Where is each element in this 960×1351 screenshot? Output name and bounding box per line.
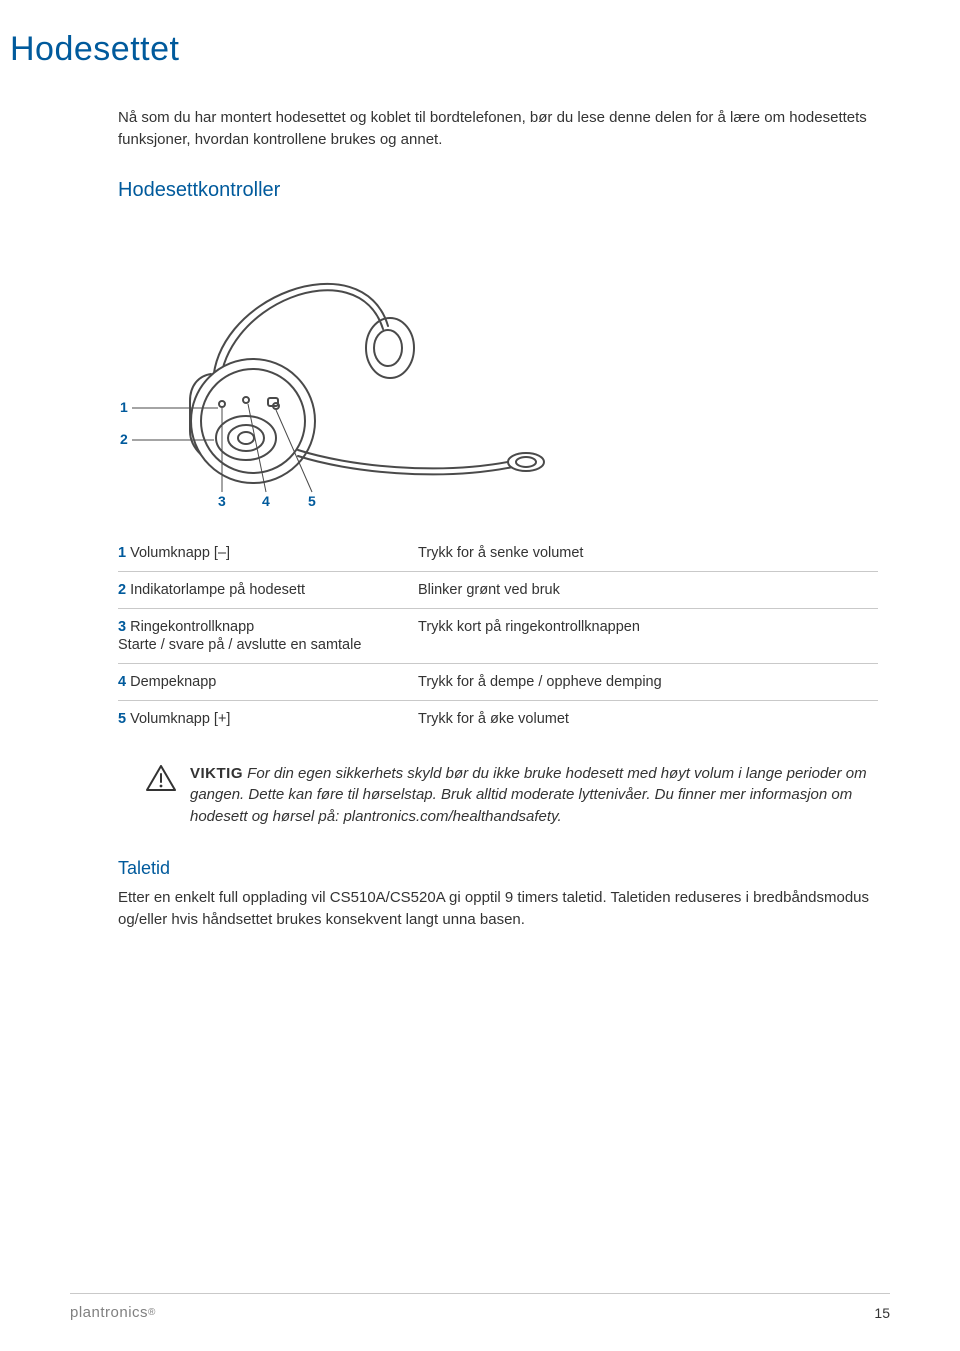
control-label-cell: 3 Ringekontrollknapp Starte / svare på / … <box>118 608 418 663</box>
diagram-label-5: 5 <box>308 493 316 506</box>
control-number: 4 <box>118 674 130 690</box>
diagram-label-4: 4 <box>262 493 270 506</box>
table-row: 1 Volumknapp [–]Trykk for å senke volume… <box>118 535 878 572</box>
control-description: Trykk kort på ringekontrollknappen <box>418 608 878 663</box>
diagram-label-1: 1 <box>120 399 128 415</box>
control-description: Trykk for å senke volumet <box>418 535 878 572</box>
control-label: Ringekontrollknapp <box>130 619 254 635</box>
control-description: Trykk for å dempe / oppheve demping <box>418 663 878 700</box>
brand-logo: plantronics® <box>70 1304 156 1321</box>
section-title: Hodesettkontroller <box>118 179 890 202</box>
page-footer: plantronics® 15 <box>70 1293 890 1321</box>
control-label: Volumknapp [+] <box>130 711 230 727</box>
control-sublabel: Starte / svare på / avslutte en samtale <box>118 637 398 653</box>
control-label: Indikatorlampe på hodesett <box>130 582 305 598</box>
notice-link: plantronics.com/healthandsafety <box>343 808 557 825</box>
diagram-label-3: 3 <box>218 493 226 506</box>
table-row: 3 Ringekontrollknapp Starte / svare på / … <box>118 608 878 663</box>
diagram-label-2: 2 <box>120 431 128 447</box>
intro-paragraph: Nå som du har montert hodesettet og kobl… <box>118 107 878 151</box>
page-number: 15 <box>874 1305 890 1321</box>
control-number: 2 <box>118 582 130 598</box>
control-label-cell: 4 Dempeknapp <box>118 663 418 700</box>
control-label-cell: 1 Volumknapp [–] <box>118 535 418 572</box>
table-row: 5 Volumknapp [+]Trykk for å øke volumet <box>118 700 878 737</box>
notice-lead: VIKTIG <box>190 765 243 782</box>
notice-text: VIKTIG For din egen sikkerhets skyld bør… <box>190 763 886 828</box>
control-label: Volumknapp [–] <box>130 545 230 561</box>
control-number: 3 <box>118 619 130 635</box>
page-title: Hodesettet <box>10 30 890 69</box>
taletid-body: Etter en enkelt full opplading vil CS510… <box>118 887 878 931</box>
control-label-cell: 5 Volumknapp [+] <box>118 700 418 737</box>
safety-notice: VIKTIG For din egen sikkerhets skyld bør… <box>146 763 886 828</box>
control-number: 1 <box>118 545 130 561</box>
table-row: 4 DempeknappTrykk for å dempe / oppheve … <box>118 663 878 700</box>
table-row: 2 Indikatorlampe på hodesettBlinker grøn… <box>118 571 878 608</box>
control-description: Trykk for å øke volumet <box>418 700 878 737</box>
control-number: 5 <box>118 711 130 727</box>
taletid-title: Taletid <box>118 858 890 879</box>
control-label: Dempeknapp <box>130 674 216 690</box>
control-label-cell: 2 Indikatorlampe på hodesett <box>118 571 418 608</box>
notice-body-2: . <box>557 808 561 825</box>
control-description: Blinker grønt ved bruk <box>418 571 878 608</box>
warning-icon <box>146 765 176 796</box>
controls-table: 1 Volumknapp [–]Trykk for å senke volume… <box>118 535 878 737</box>
headset-diagram: 1 2 3 4 5 <box>118 226 890 511</box>
